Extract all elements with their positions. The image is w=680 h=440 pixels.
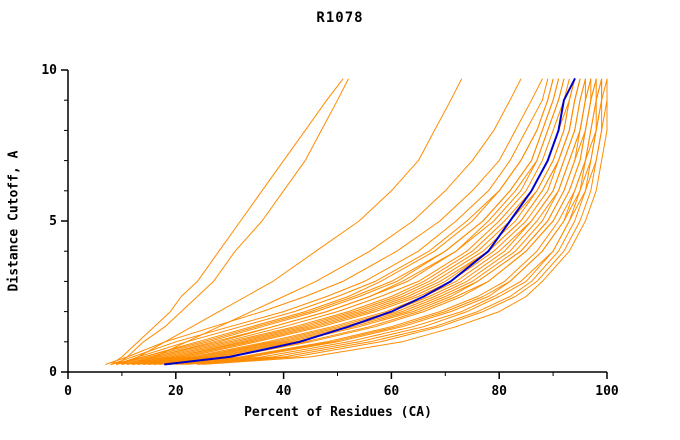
curve-line: [121, 78, 570, 365]
curve-line: [105, 78, 543, 365]
curve-line: [132, 78, 522, 365]
chart-title: R1078: [316, 10, 364, 26]
x-tick-label: 60: [384, 384, 400, 399]
curve-line: [116, 78, 554, 365]
curve-line: [110, 78, 344, 365]
x-tick-label: 20: [168, 384, 184, 399]
x-tick-label: 0: [64, 384, 72, 399]
curve-line: [137, 78, 581, 365]
curve-line: [116, 78, 559, 365]
x-axis-label: Percent of Residues (CA): [244, 405, 432, 420]
curve-line: [164, 78, 603, 365]
curve-line: [121, 78, 565, 365]
y-tick-label: 0: [49, 365, 57, 380]
curve-line: [121, 78, 565, 365]
y-axis-label: Distance Cutoff, A: [6, 150, 22, 292]
curve-line: [132, 78, 581, 365]
curve-line: [110, 78, 554, 365]
y-tick-label: 10: [41, 63, 57, 78]
curve-line: [110, 78, 549, 365]
curve-line: [202, 78, 608, 365]
y-tick-label: 5: [49, 214, 57, 229]
curve-line: [148, 78, 592, 365]
curve-line: [196, 78, 608, 365]
curve-line: [116, 78, 349, 365]
curve-line: [180, 78, 603, 365]
curve-line: [153, 78, 597, 365]
curve-line: [126, 78, 576, 365]
curve-line: [148, 78, 592, 365]
curve-line: [164, 78, 576, 366]
x-tick-label: 80: [491, 384, 507, 399]
curve-line: [121, 78, 462, 365]
curve-line: [143, 78, 586, 365]
x-tick-label: 40: [276, 384, 292, 399]
curve-line: [137, 78, 586, 365]
x-tick-label: 100: [595, 384, 619, 399]
